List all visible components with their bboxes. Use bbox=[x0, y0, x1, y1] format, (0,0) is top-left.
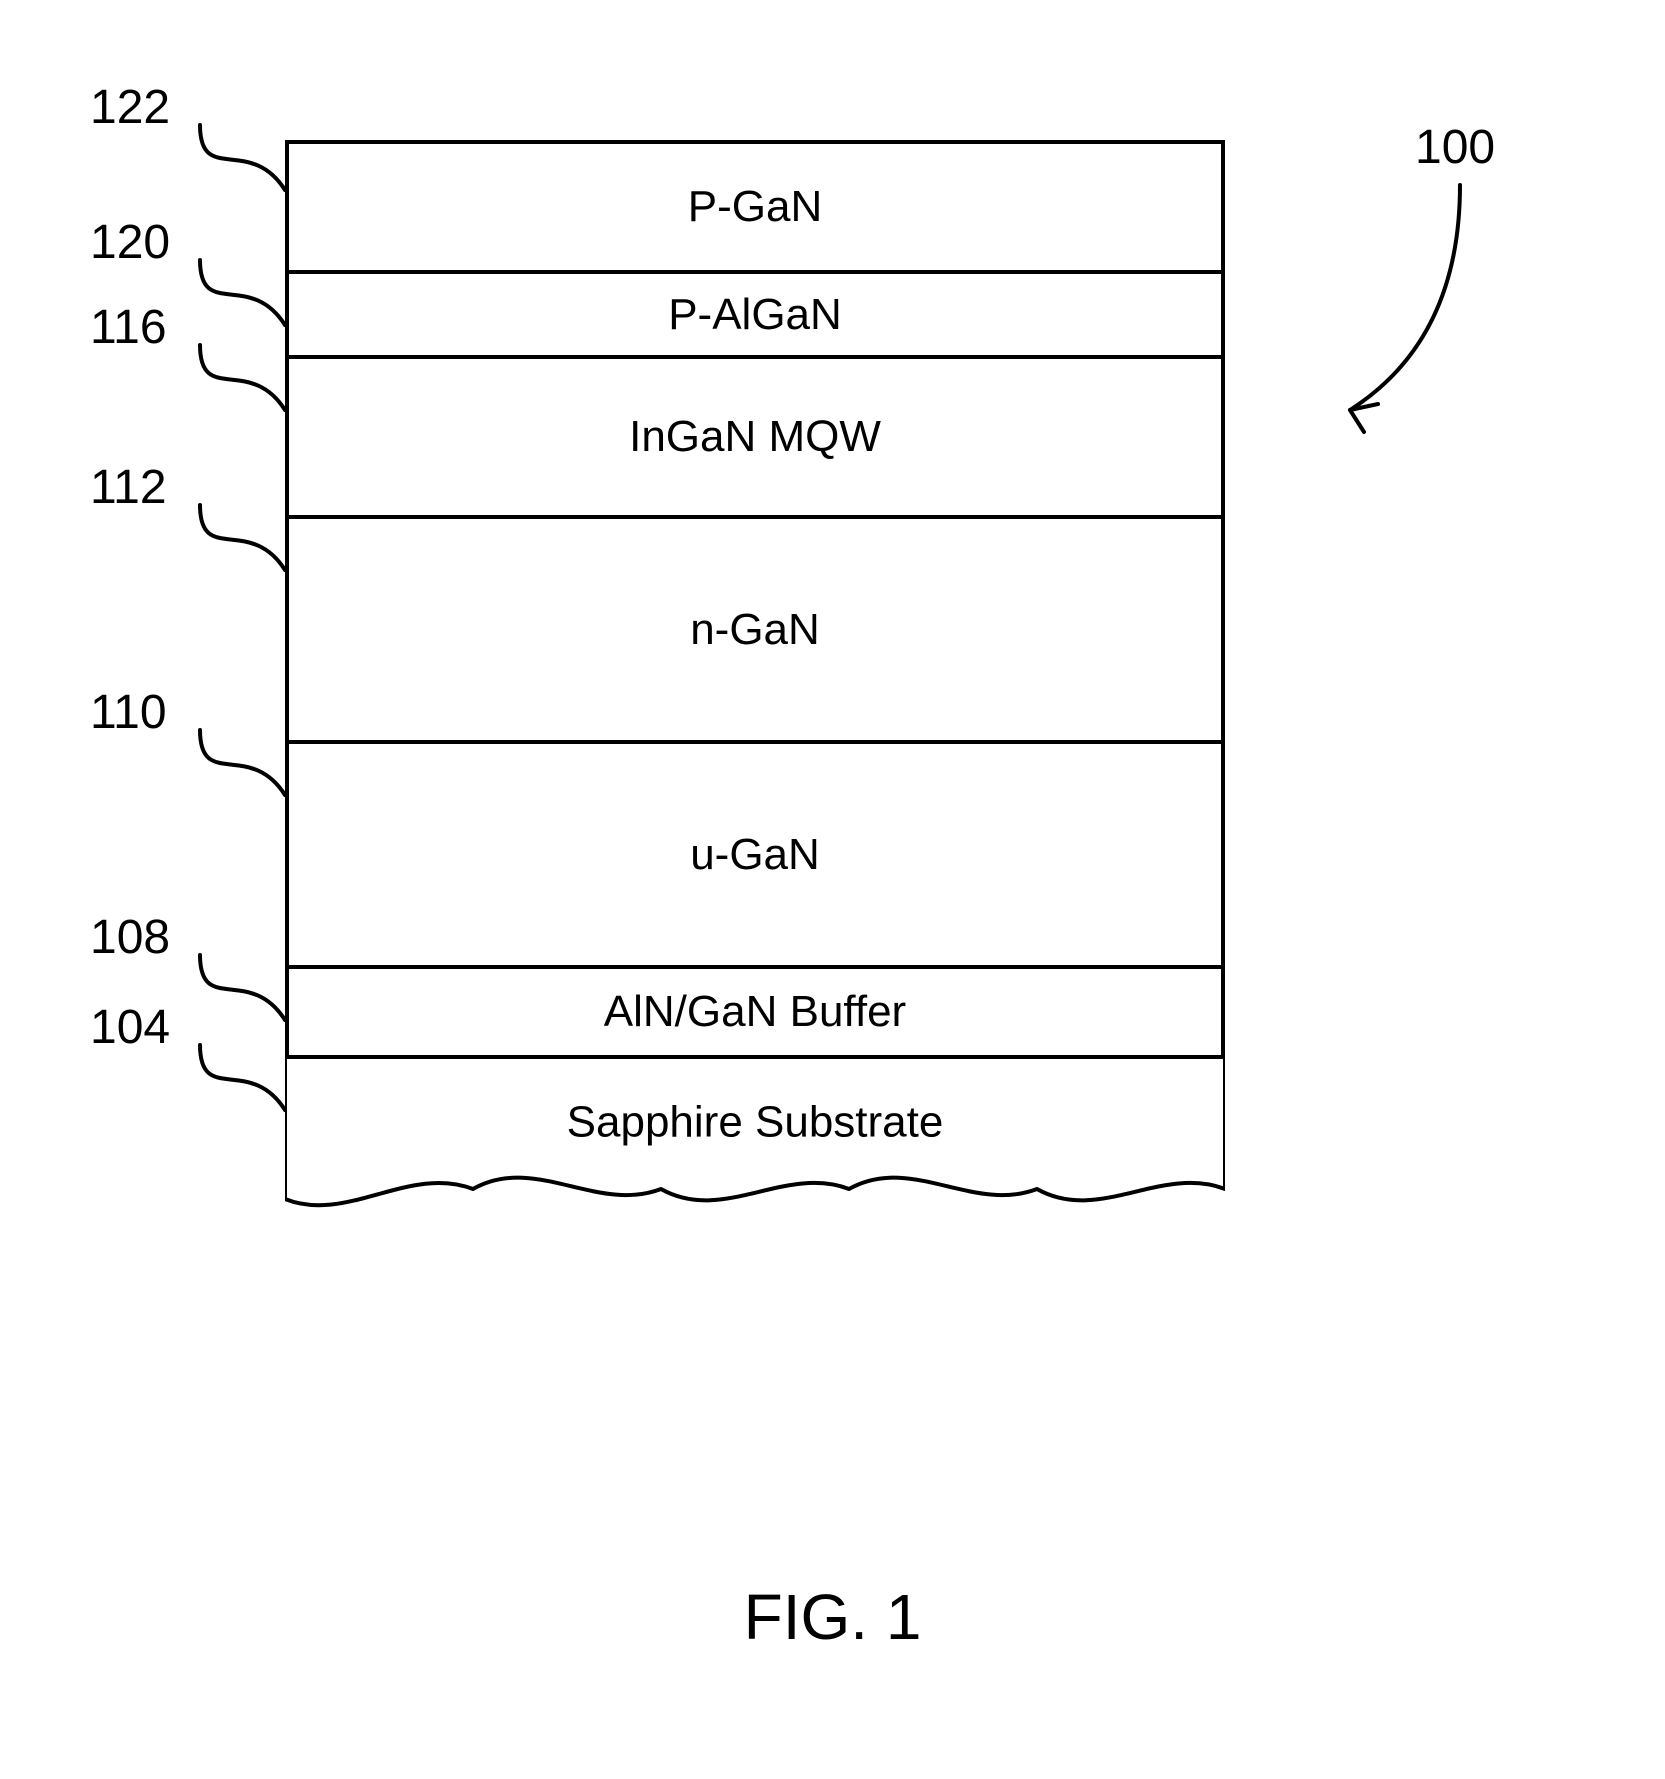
layer-stack: P-GaNP-AlGaNInGaN MQWn-GaNu-GaNAlN/GaN B… bbox=[285, 140, 1225, 1059]
ref-104: 104 bbox=[90, 1000, 170, 1055]
substrate-outline: Sapphire Substrate bbox=[285, 1059, 1225, 1249]
layer-116: InGaN MQW bbox=[289, 359, 1221, 519]
ref-122: 122 bbox=[90, 80, 170, 135]
layer-122: P-GaN bbox=[289, 144, 1221, 274]
lead-110 bbox=[180, 720, 320, 830]
lead-104 bbox=[180, 1035, 320, 1145]
substrate-label: Sapphire Substrate bbox=[567, 1098, 944, 1147]
lead-116 bbox=[180, 335, 320, 445]
layer-112: n-GaN bbox=[289, 519, 1221, 744]
ref-112: 112 bbox=[90, 460, 167, 515]
assembly-arrow bbox=[1310, 165, 1570, 485]
layer-120: P-AlGaN bbox=[289, 274, 1221, 359]
substrate: Sapphire Substrate bbox=[285, 1059, 1225, 1254]
ref-110: 110 bbox=[90, 685, 167, 740]
figure-caption: FIG. 1 bbox=[0, 1580, 1665, 1654]
lead-112 bbox=[180, 495, 320, 605]
layer-110: u-GaN bbox=[289, 744, 1221, 969]
layer-108: AlN/GaN Buffer bbox=[289, 969, 1221, 1059]
lead-122 bbox=[180, 115, 320, 225]
ref-116: 116 bbox=[90, 300, 167, 355]
ref-120: 120 bbox=[90, 215, 170, 270]
ref-108: 108 bbox=[90, 910, 170, 965]
